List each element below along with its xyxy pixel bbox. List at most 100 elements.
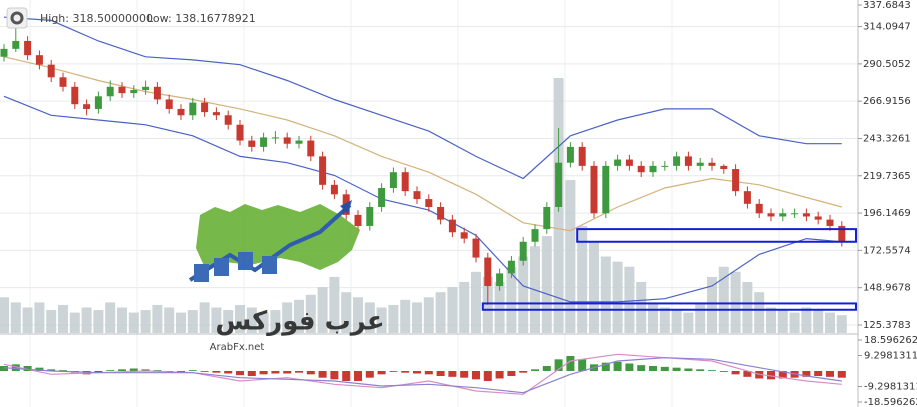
candle-body: [661, 165, 669, 167]
macd-bar: [531, 369, 539, 371]
candle-body: [791, 213, 799, 215]
macd-bar: [554, 359, 563, 371]
volume-bar: [341, 292, 352, 333]
candle-body: [212, 112, 220, 116]
macd-tick-label: 9.29813111: [864, 351, 917, 362]
volume-bar: [624, 266, 635, 333]
candle-body: [472, 238, 480, 258]
candle-body: [767, 213, 775, 217]
candle-body: [35, 55, 43, 65]
volume-bar: [459, 282, 470, 333]
volume-bar: [223, 310, 234, 333]
macd-bar: [424, 371, 433, 375]
candle-body: [673, 156, 681, 166]
volume-bar: [541, 236, 552, 333]
volume-bar: [836, 315, 847, 333]
macd-bar: [483, 371, 492, 381]
volume-bar: [58, 304, 68, 333]
volume-bar: [235, 304, 245, 333]
volume-bar: [825, 312, 835, 333]
candle-body: [531, 229, 539, 242]
volume-bar: [364, 302, 375, 333]
candle-body: [507, 260, 515, 274]
candle-body: [118, 86, 126, 94]
y-tick-label: 337.6843: [863, 0, 911, 11]
volume-bar: [69, 312, 80, 333]
volume-bar: [506, 266, 517, 333]
candle-body: [684, 156, 692, 166]
volume-bar: [707, 276, 717, 333]
candle-body: [71, 86, 79, 105]
macd-bar: [94, 371, 103, 373]
volume-bar: [376, 307, 387, 333]
volume-bar: [246, 307, 257, 333]
volume-bar: [329, 276, 340, 333]
plot-layer: [0, 16, 858, 395]
macd-bar: [11, 364, 20, 371]
macd-bar: [460, 371, 469, 378]
volume-bar: [494, 282, 505, 333]
volume-bar: [93, 310, 104, 333]
macd-bar: [283, 371, 292, 374]
settings-button[interactable]: [6, 7, 28, 29]
volume-bar: [777, 310, 788, 333]
candle-body: [47, 64, 55, 78]
candle-body: [271, 137, 279, 139]
volume-bar: [176, 312, 186, 333]
price-zone: [576, 228, 857, 243]
candle-body: [838, 225, 846, 242]
macd-tick-label: -9.29813111: [864, 381, 917, 392]
candle-body: [637, 165, 645, 173]
macd-bar: [814, 371, 823, 376]
macd-bar: [731, 371, 740, 375]
macd-bar: [141, 369, 150, 371]
volume-bar: [671, 310, 682, 333]
volume-bar: [10, 302, 21, 333]
logo-site: ArabFx.net: [210, 342, 265, 353]
macd-bar: [519, 371, 528, 373]
volume-bar: [801, 307, 812, 333]
candle-body: [59, 77, 67, 87]
volume-bar: [636, 282, 647, 333]
candle-body: [732, 169, 740, 192]
candle-body: [236, 124, 244, 141]
volume-bar: [0, 297, 9, 333]
macd-bar: [413, 371, 421, 374]
candle-body: [307, 140, 315, 157]
volume-bar: [742, 282, 753, 333]
macd-bar: [200, 371, 209, 372]
macd-bar: [188, 370, 197, 371]
volume-bar: [730, 271, 741, 333]
volume-bar: [270, 310, 281, 333]
candle-body: [413, 191, 421, 200]
candle-body: [743, 191, 751, 204]
macd-bar: [354, 371, 362, 381]
macd-bar: [0, 366, 8, 371]
volume-bar: [211, 307, 222, 333]
candle-body: [578, 146, 586, 166]
candle-body: [625, 159, 633, 166]
macd-bar: [495, 371, 504, 379]
candle-body: [354, 214, 362, 226]
macd-bar: [389, 371, 398, 372]
y-tick-label: 266.9156: [863, 96, 911, 107]
volume-bar: [683, 312, 694, 333]
macd-bar: [295, 371, 303, 373]
volume-bar: [164, 307, 175, 333]
macd-tick-label: 18.5962622: [864, 335, 917, 346]
candle-body: [295, 140, 303, 144]
candle-body: [224, 115, 232, 125]
macd-bar: [224, 371, 233, 374]
logo-map: [196, 204, 360, 270]
candle-body: [83, 104, 91, 109]
candle-body: [649, 165, 657, 173]
candle-body: [319, 156, 327, 185]
candle-body: [283, 137, 291, 144]
macd-bar: [660, 366, 669, 371]
candle-body: [165, 99, 173, 109]
settings-icon[interactable]: [10, 11, 24, 25]
candle-body: [696, 162, 704, 166]
candle-body: [425, 199, 433, 207]
macd-bar: [542, 366, 551, 371]
macd-bar: [637, 365, 646, 371]
